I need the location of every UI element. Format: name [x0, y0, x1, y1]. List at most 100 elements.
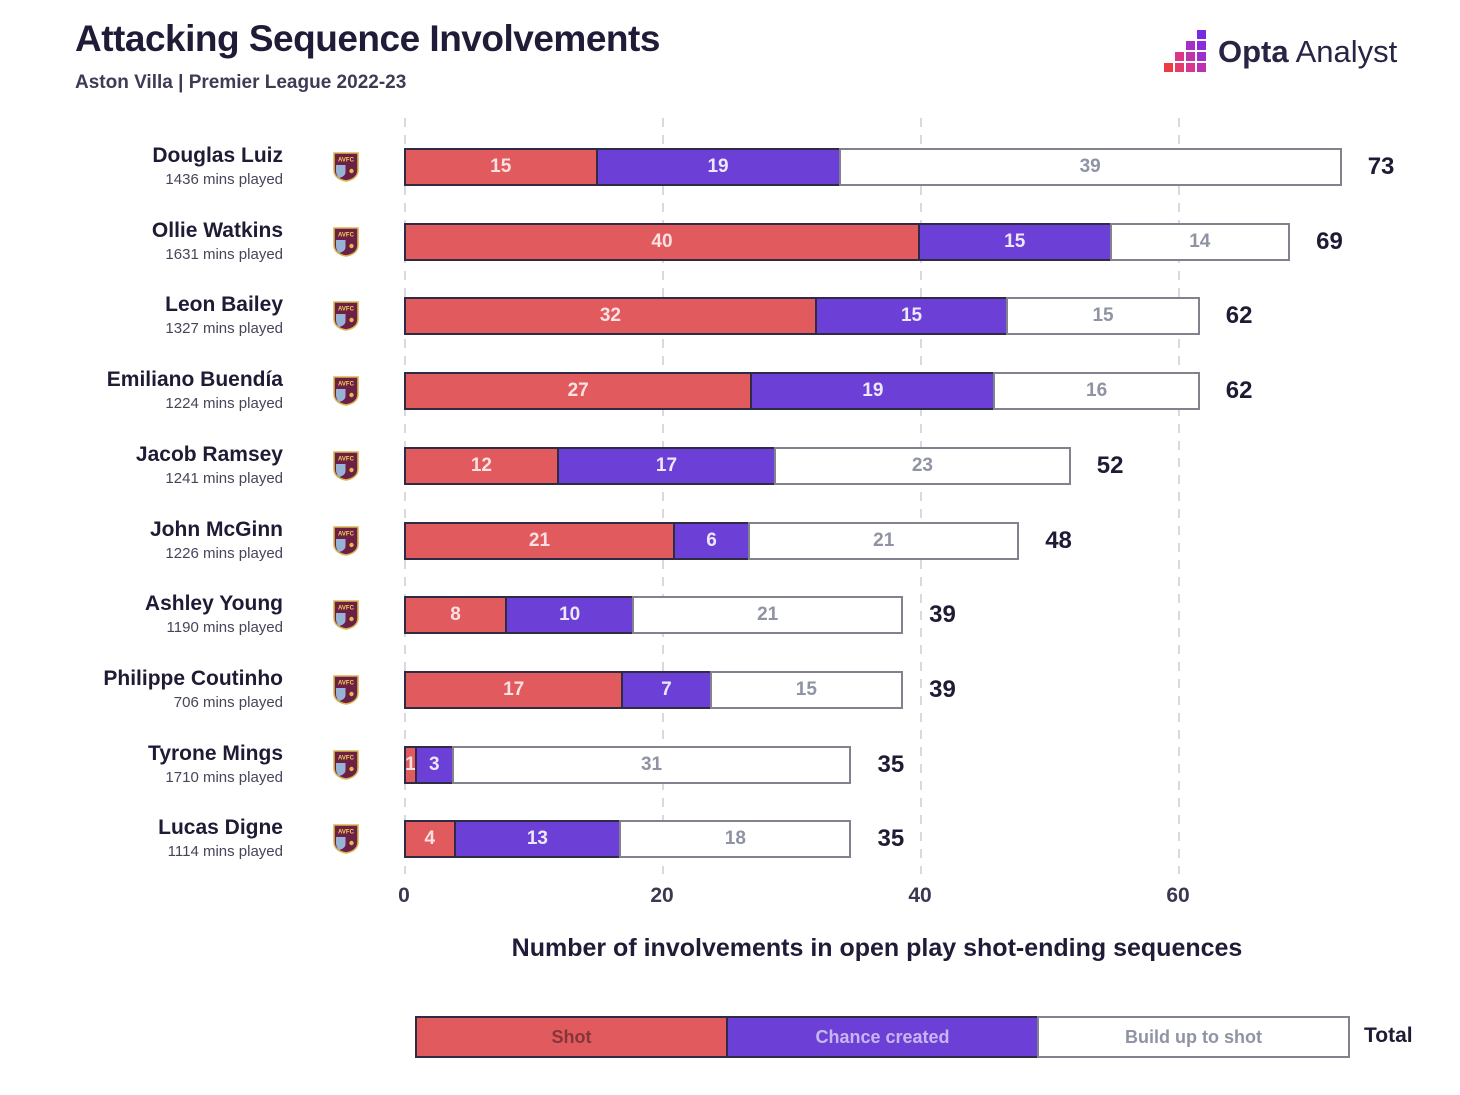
bar-segment-chance_created: 7 [621, 670, 712, 709]
bar-segment-shot: 40 [404, 222, 920, 261]
total-value: 39 [929, 675, 956, 703]
bar-row: 27 19 16 [404, 372, 1200, 411]
x-axis-tick-label: 40 [908, 884, 932, 907]
aston-villa-crest-icon: AVFC [333, 226, 359, 257]
badge-wrap: AVFC [333, 824, 359, 855]
bar-row: 8 10 21 [404, 596, 904, 635]
segment-value: 19 [862, 380, 884, 402]
total-value: 35 [877, 825, 905, 853]
total-value: 35 [877, 750, 905, 778]
svg-text:AVFC: AVFC [338, 830, 355, 836]
player-name: Leon Bailey [165, 293, 283, 317]
bar-segment-chance_created: 15 [918, 222, 1112, 261]
segment-value: 16 [1086, 380, 1108, 402]
svg-text:AVFC: AVFC [338, 755, 355, 761]
player-label: Douglas Luiz 1436 mins played [20, 142, 283, 190]
player-label: Tyrone Mings 1710 mins played [20, 740, 283, 788]
bar-segment-build_up: 15 [709, 670, 904, 709]
badge-wrap: AVFC [333, 525, 359, 556]
total-value: 48 [1045, 526, 1072, 554]
player-label: John McGinn 1226 mins played [20, 516, 283, 564]
bar-segment-chance_created: 17 [556, 446, 777, 485]
total-value: 62 [1225, 302, 1253, 330]
page-title: Attacking Sequence Involvements [75, 18, 660, 59]
legend-item-shot: Shot [415, 1016, 728, 1058]
bar-row: 17 7 15 [404, 670, 904, 709]
total-value: 73 [1367, 153, 1395, 180]
player-name: Ashley Young [144, 592, 283, 616]
segment-value: 31 [640, 753, 663, 775]
segment-value: 27 [567, 380, 589, 402]
segment-value: 15 [1004, 230, 1026, 252]
opta-analyst-logo: Opta Analyst [1164, 30, 1397, 74]
x-axis-tick-label: 60 [1166, 884, 1190, 907]
segment-value: 21 [873, 529, 895, 551]
player-minutes: 1226 mins played [165, 544, 283, 562]
player-label: Philippe Coutinho 706 mins played [20, 665, 283, 713]
opta-pixel-logo-icon [1164, 30, 1206, 72]
segment-value: 40 [651, 230, 673, 252]
svg-text:AVFC: AVFC [338, 456, 355, 462]
aston-villa-crest-icon: AVFC [333, 301, 359, 332]
segment-value: 3 [428, 753, 440, 775]
gridline [662, 118, 664, 874]
player-label: Emiliano Buendía 1224 mins played [20, 366, 283, 414]
logo-brand-bold: Opta [1218, 34, 1289, 69]
aston-villa-crest-icon: AVFC [333, 600, 359, 630]
player-minutes: 1190 mins played [166, 619, 283, 637]
bar-row: 4 13 18 [404, 820, 852, 859]
player-minutes: 1327 mins played [165, 320, 283, 338]
page-subtitle: Aston Villa | Premier League 2022-23 [75, 72, 407, 93]
badge-wrap: AVFC [333, 749, 359, 780]
player-minutes: 1436 mins played [165, 171, 283, 188]
bar-segment-build_up: 16 [993, 372, 1200, 411]
bar-segment-chance_created: 3 [414, 745, 454, 784]
bar-row: 32 15 15 [404, 297, 1200, 336]
segment-value: 18 [724, 828, 746, 850]
badge-wrap: AVFC [333, 301, 359, 332]
svg-text:AVFC: AVFC [338, 158, 355, 164]
bar-segment-shot: 32 [404, 297, 817, 336]
aston-villa-crest-icon: AVFC [333, 675, 359, 705]
bar-row: 12 17 23 [404, 446, 1071, 485]
x-axis-tick-label: 20 [650, 884, 674, 907]
bar-segment-shot: 8 [404, 596, 508, 635]
aston-villa-crest-icon: AVFC [333, 152, 359, 182]
legend-item-build-up-to-shot: Build up to shot [1037, 1016, 1350, 1058]
bar-segment-build_up: 21 [748, 521, 1020, 560]
bar-segment-build_up: 15 [1006, 297, 1200, 336]
x-axis-label: Number of involvements in open play shot… [511, 934, 1243, 962]
legend-item-chance-created: Chance created [726, 1016, 1039, 1058]
bar-segment-chance_created: 10 [505, 596, 635, 635]
player-name: Douglas Luiz [152, 144, 283, 167]
badge-wrap: AVFC [333, 376, 359, 406]
bar-row: 21 6 21 [404, 521, 1020, 560]
player-name: Philippe Coutinho [103, 666, 283, 690]
bar-segment-chance_created: 13 [453, 820, 622, 859]
segment-value: 15 [490, 156, 512, 177]
bar-segment-build_up: 39 [838, 148, 1342, 186]
bar-row: 15 19 39 [404, 148, 1342, 186]
svg-text:AVFC: AVFC [338, 606, 355, 612]
badge-wrap: AVFC [333, 450, 359, 481]
player-label: Ollie Watkins 1631 mins played [20, 217, 283, 265]
svg-text:AVFC: AVFC [338, 232, 355, 238]
gridline [1178, 118, 1180, 874]
player-name: Tyrone Mings [148, 741, 283, 765]
total-value: 39 [929, 601, 956, 629]
segment-value: 12 [470, 454, 492, 476]
segment-value: 17 [655, 454, 678, 476]
aston-villa-crest-icon: AVFC [333, 824, 359, 855]
bar-segment-shot: 21 [404, 521, 675, 560]
player-label: Lucas Digne 1114 mins played [20, 814, 283, 862]
segment-value: 1 [405, 753, 416, 775]
player-name: Lucas Digne [158, 816, 283, 840]
aston-villa-crest-icon: AVFC [333, 376, 359, 406]
bar-segment-build_up: 14 [1109, 222, 1291, 261]
player-minutes: 1224 mins played [165, 395, 283, 413]
aston-villa-crest-icon: AVFC [333, 749, 359, 780]
bar-segment-shot: 17 [404, 670, 624, 709]
segment-value: 23 [911, 454, 933, 476]
svg-text:AVFC: AVFC [338, 680, 355, 686]
segment-value: 7 [661, 678, 672, 700]
